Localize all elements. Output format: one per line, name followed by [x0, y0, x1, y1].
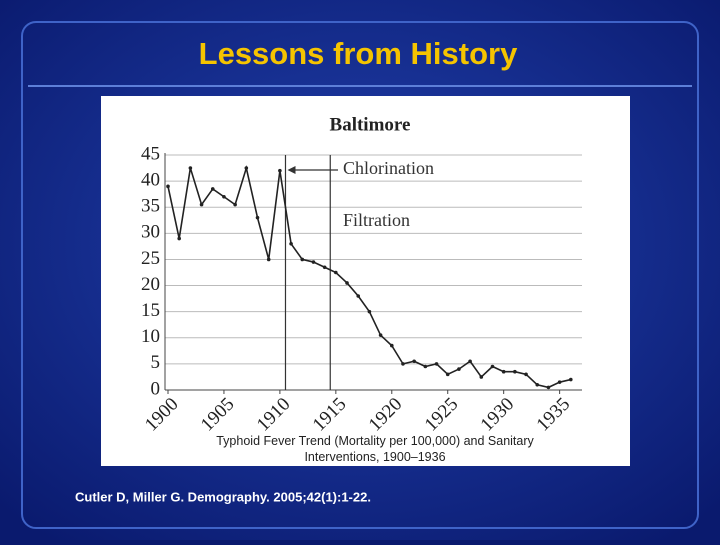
data-point: [457, 367, 461, 371]
data-point: [557, 380, 562, 384]
data-point: [177, 236, 181, 241]
data-point: [188, 166, 193, 170]
data-point: [322, 265, 327, 270]
y-tick-label: 5: [151, 352, 161, 373]
caption-box: Typhoid Fever Trend (Mortality per 100,0…: [216, 434, 534, 464]
y-tick-label: 20: [141, 274, 160, 295]
data-point: [199, 202, 204, 207]
y-tick-label: 40: [141, 169, 160, 190]
data-point: [222, 194, 226, 199]
data-point: [468, 359, 472, 364]
chart-caption: Typhoid Fever Trend (Mortality per 100,0…: [216, 434, 534, 464]
data-point: [367, 309, 372, 314]
y-tick-label: 0: [151, 378, 161, 399]
data-point: [501, 369, 506, 374]
data-point: [311, 260, 316, 264]
y-tick-label: 35: [141, 196, 160, 217]
y-tick-label: 45: [141, 143, 160, 164]
data-point: [334, 270, 338, 275]
arrow-head: [287, 166, 296, 174]
data-point: [535, 382, 540, 387]
chart-panel: [101, 96, 630, 466]
data-point: [479, 375, 484, 379]
data-point: [289, 241, 293, 246]
data-point: [524, 372, 528, 377]
data-point: [434, 362, 439, 366]
y-tick-label: 10: [141, 326, 160, 347]
data-point: [210, 187, 215, 191]
data-point: [423, 364, 428, 369]
data-point: [490, 364, 495, 369]
data-point: [445, 372, 450, 377]
annotation: Chlorination: [343, 158, 434, 178]
data-point: [300, 257, 305, 262]
data-point: [412, 359, 416, 364]
chart-title: Baltimore: [330, 114, 411, 135]
data-point: [345, 281, 349, 285]
data-point: [546, 385, 551, 390]
frame: [21, 21, 699, 529]
data-point: [278, 168, 282, 173]
annotation: Filtration: [343, 210, 410, 230]
data-point: [356, 294, 361, 298]
data-point: [233, 202, 237, 207]
data-point: [389, 343, 394, 348]
data-point: [401, 362, 405, 366]
data-point: [378, 333, 383, 337]
slide-title: Lessons from History: [199, 36, 518, 71]
data-point: [513, 369, 517, 374]
data-point: [255, 215, 260, 220]
data-point: [244, 166, 249, 170]
citation: Cutler D, Miller G. Demography. 2005;42(…: [75, 489, 371, 504]
data-point: [569, 377, 573, 382]
data-point: [166, 184, 170, 189]
data-point: [266, 257, 271, 262]
y-tick-label: 30: [141, 222, 160, 243]
y-tick-label: 25: [141, 248, 160, 269]
y-tick-label: 15: [141, 300, 160, 321]
